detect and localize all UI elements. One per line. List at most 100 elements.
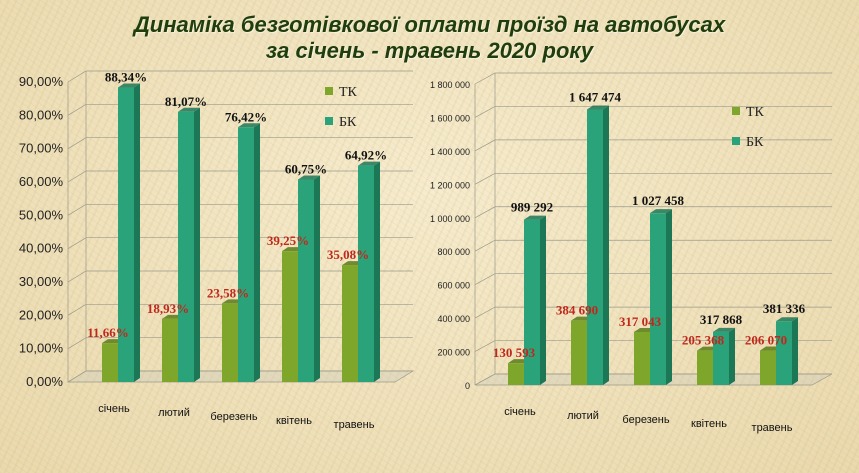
data-label-bk: 989 292 — [511, 200, 553, 215]
bar-bk-2-front — [587, 109, 603, 385]
legend: ТК БК — [732, 105, 765, 150]
y-tick-label: 1 200 000 — [430, 180, 470, 190]
data-label-tk: 130 593 — [493, 345, 536, 360]
data-label-tk: 205 368 — [682, 333, 725, 348]
y-tick-label: 0 — [465, 381, 470, 391]
bar-bk-1-front — [118, 87, 134, 383]
bar-bk-1-side — [540, 215, 546, 385]
chart-1: 0,00% 10,00% 20,00% 30,00% 40,00% 50,00% 60,00… — [19, 70, 415, 431]
bar-tk-1-front — [102, 343, 118, 382]
data-label-bk: 81,07% — [165, 94, 207, 109]
y-tick-label: 800 000 — [437, 247, 470, 257]
data-label-bk: 1 027 458 — [632, 193, 685, 208]
x-tick-label: січень — [504, 406, 536, 418]
y-tick-label: 30,00% — [19, 274, 64, 289]
legend: ТК БК — [325, 85, 358, 130]
data-label-tk: 384 690 — [556, 303, 598, 318]
title-line-1: Динаміка безготівкової оплати проїзд на … — [133, 12, 726, 37]
legend-swatch-bk — [325, 117, 333, 125]
data-label-tk: 18,93% — [147, 301, 189, 316]
data-label-bk: 1 647 474 — [569, 90, 622, 105]
y-tick-label: 50,00% — [19, 207, 64, 222]
bar-bk-1 — [524, 215, 546, 385]
legend-swatch-bk — [732, 137, 740, 145]
bar-bk-1-top — [118, 83, 140, 88]
bar-tk-4-front — [697, 350, 713, 385]
data-label-tk: 317 043 — [619, 314, 662, 329]
bar-bk-5-top — [358, 161, 380, 166]
bar-bk-4-top — [713, 327, 735, 332]
chart-grid: 0,00% 10,00% 20,00% 30,00% 40,00% 50,00% 60,00… — [19, 70, 415, 389]
bar-bk-4-top — [298, 175, 320, 180]
x-tick-label: січень — [98, 403, 130, 415]
data-label-tk: 11,66% — [87, 325, 129, 340]
y-tick-label: 1 800 000 — [430, 80, 470, 90]
bar-tk-3-front — [634, 331, 650, 385]
bar-bk-4 — [713, 327, 735, 385]
x-tick-label: квітень — [691, 418, 727, 430]
bar-tk-4-front — [282, 251, 298, 382]
data-labels: 88,34% 11,66% 81,07% 18,93% 76,42% 23,58% 60,7… — [87, 70, 387, 341]
legend-label-bk: БК — [339, 115, 357, 130]
bar-tk-2-front — [162, 318, 178, 382]
bars — [508, 105, 798, 385]
bar-bk-3-side — [254, 123, 260, 383]
bar-bk-1 — [118, 83, 140, 383]
data-labels: 989 292 130 593 1 647 474 384 690 1 027 458 3… — [493, 90, 806, 361]
bar-bk-3-top — [238, 123, 260, 128]
y-tick-label: 20,00% — [19, 307, 64, 322]
data-label-tk: 35,08% — [327, 247, 369, 262]
bar-bk-3-top — [650, 209, 672, 214]
x-tick-label: травень — [334, 419, 375, 431]
bar-tk-2-front — [571, 320, 587, 385]
bar-bk-5-front — [358, 165, 374, 382]
y-tick-label: 400 000 — [437, 314, 470, 324]
y-tick-label: 0,00% — [26, 374, 63, 389]
bar-bk-4-front — [713, 331, 729, 385]
bar-bk-1-front — [524, 219, 540, 385]
y-tick-label: 70,00% — [19, 141, 64, 156]
bars — [102, 83, 380, 383]
legend-label-tk: ТК — [339, 85, 358, 100]
bar-bk-3-front — [238, 127, 254, 383]
x-tick-label: березень — [622, 414, 669, 426]
bar-bk-5-top — [776, 317, 798, 322]
gridline — [474, 106, 832, 118]
bar-bk-2 — [587, 105, 609, 385]
bar-bk-3-side — [666, 209, 672, 385]
bar-bk-2 — [178, 107, 200, 383]
bar-bk-4 — [298, 175, 320, 382]
y-tick-label: 60,00% — [19, 174, 64, 189]
bar-bk-3 — [238, 123, 260, 383]
data-label-tk: 206 070 — [745, 333, 787, 348]
x-tick-label: травень — [752, 422, 793, 434]
bar-tk-3-front — [222, 303, 238, 382]
data-label-bk: 381 336 — [763, 301, 806, 316]
legend-swatch-tk — [732, 107, 740, 115]
bar-bk-1-side — [134, 83, 140, 383]
y-tick-label: 1 400 000 — [430, 147, 470, 157]
chart-2: 0 200 000 400 000 600 000 800 000 1 000 000 1 … — [430, 72, 833, 434]
data-label-bk: 317 868 — [700, 312, 743, 327]
legend-label-bk: БК — [746, 135, 764, 150]
x-tick-label: квітень — [276, 415, 312, 427]
bar-bk-2-front — [178, 111, 194, 383]
bar-bk-3-front — [650, 213, 666, 385]
gridline — [474, 172, 832, 185]
page-title: Динаміка безготівкової оплати проїзд на … — [0, 12, 859, 64]
y-tick-label: 80,00% — [19, 107, 64, 122]
bar-bk-5 — [776, 317, 798, 385]
bar-bk-3 — [650, 209, 672, 385]
data-label-bk: 76,42% — [225, 109, 267, 124]
data-label-bk: 88,34% — [105, 70, 147, 85]
bar-bk-2-side — [194, 107, 200, 383]
bar-bk-2-side — [603, 105, 609, 385]
y-tick-label: 40,00% — [19, 241, 64, 256]
y-tick-label: 10,00% — [19, 341, 64, 356]
legend-swatch-tk — [325, 87, 333, 95]
bar-bk-4-side — [314, 175, 320, 382]
legend-label-tk: ТК — [746, 105, 765, 120]
bar-bk-5-side — [792, 317, 798, 385]
gridline — [474, 139, 832, 152]
